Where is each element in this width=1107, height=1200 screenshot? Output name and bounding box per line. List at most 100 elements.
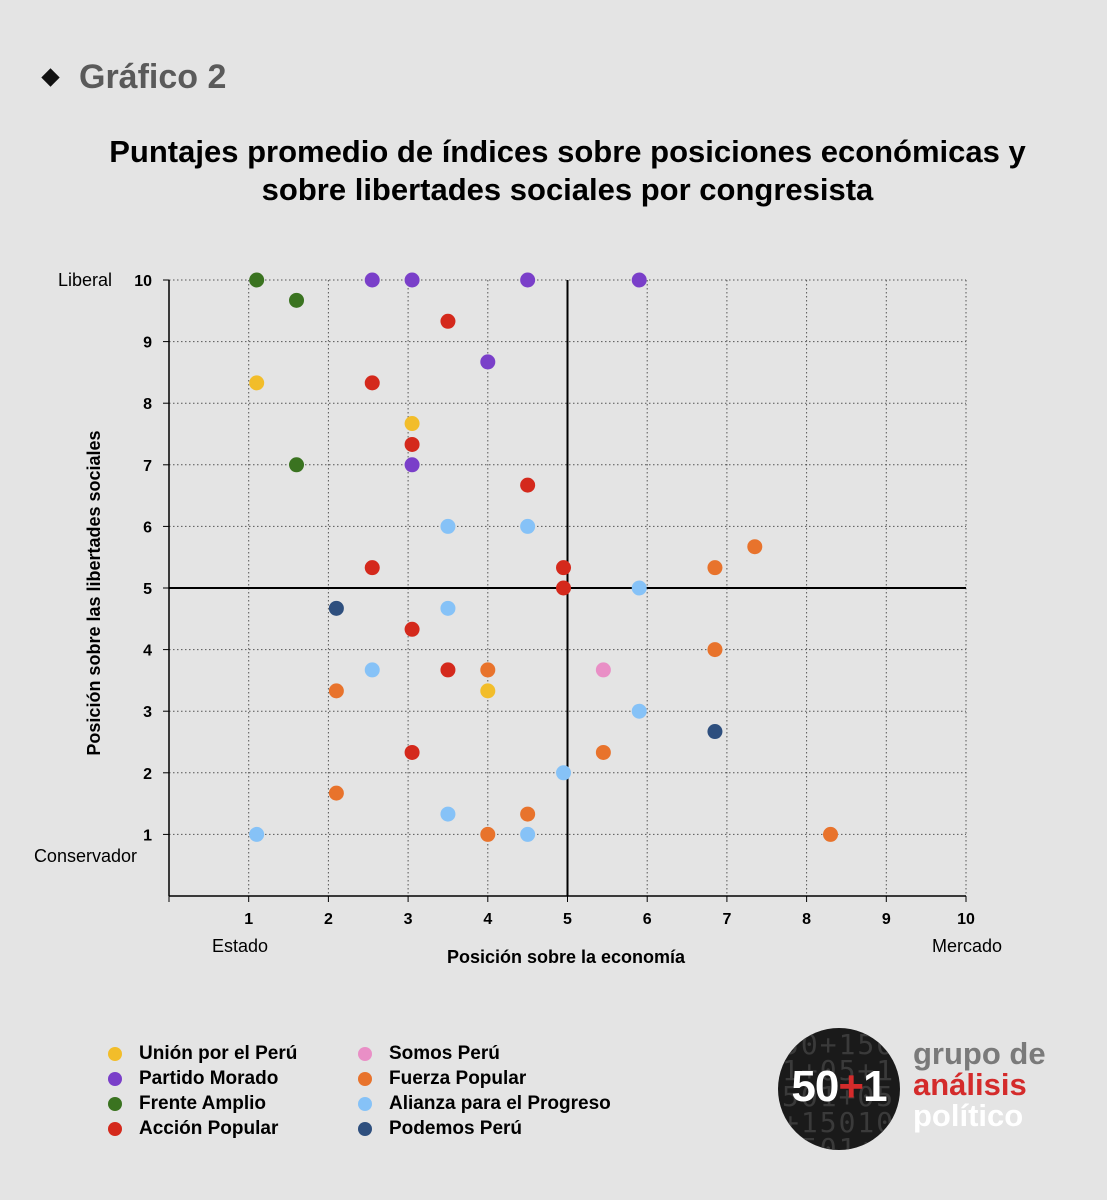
logo-pattern: 50+1501+05+1501+05+15010+501+50+1501+05+… [782,1028,896,1151]
legend-marker [358,1047,372,1061]
legend-marker [358,1097,372,1111]
logo-line-3: político [913,1098,1024,1133]
data-point [556,560,572,576]
data-point [440,600,456,616]
data-point [440,313,456,329]
data-point [631,272,647,288]
data-point [404,744,420,760]
data-point [328,785,344,801]
x-left-annotation: Estado [212,936,268,956]
legend-label: Acción Popular [139,1118,279,1139]
data-point [289,457,305,473]
data-point [404,416,420,432]
data-point [249,375,265,391]
logo-number-main: 50 [791,1062,839,1111]
data-point [823,826,839,842]
data-point [289,292,305,308]
data-point [404,436,420,452]
figure-label: Gráfico 2 [79,58,227,96]
x-tick-label: 7 [722,911,731,928]
data-point [440,806,456,822]
y-tick-label: 10 [134,273,152,290]
data-point [556,765,572,781]
x-tick-label: 2 [324,911,333,928]
data-point [520,272,536,288]
data-point [364,560,380,576]
logo-line-1: grupo de [913,1036,1046,1071]
y-tick-label: 3 [143,704,152,721]
chart-title: Puntajes promedio de índices sobre posic… [109,134,1026,207]
data-point [520,477,536,493]
legend-marker [358,1072,372,1086]
data-point [249,272,265,288]
logo: 50+1501+05+1501+05+15010+501+50+1501+05+… [778,1028,1078,1153]
x-right-annotation: Mercado [932,936,1002,956]
data-point [520,518,536,534]
y-tick-label: 9 [143,335,152,352]
data-point [440,662,456,678]
data-point [480,826,496,842]
legend-item: Somos Perú [358,1043,500,1065]
data-point [480,683,496,699]
x-tick-label: 1 [244,911,253,928]
legend-item: Unión por el Perú [108,1043,297,1065]
x-axis-label: Posición sobre la economía [447,947,686,967]
legend-item: Acción Popular [108,1118,278,1140]
legend-label: Podemos Perú [389,1118,523,1139]
data-point [404,457,420,473]
y-tick-label: 5 [143,581,152,598]
data-point [631,580,647,596]
data-point [595,744,611,760]
x-tick-label: 10 [957,911,975,928]
legend-marker [108,1097,122,1111]
data-point [328,683,344,699]
x-tick-label: 6 [643,911,652,928]
data-point [364,662,380,678]
legend-item: Podemos Perú [358,1118,522,1140]
legend-label: Unión por el Perú [139,1043,298,1064]
y-tick-label: 6 [143,519,152,536]
data-point [595,662,611,678]
logo-number-end: 1 [863,1062,888,1111]
tick-labels: 1 2 3 4 5 6 7 8 9 10 1 2 3 4 5 6 7 8 9 10 [134,273,975,928]
x-tick-label: 8 [802,911,811,928]
x-tick-label: 4 [483,911,492,928]
data-point [404,272,420,288]
logo-line-2: análisis [913,1067,1027,1102]
y-tick-label: 8 [143,396,152,413]
x-tick-label: 9 [882,911,891,928]
data-point [249,826,265,842]
logo-badge: 50+1501+05+1501+05+15010+501+50+1501+05+… [778,1028,900,1150]
data-point [440,518,456,534]
y-bottom-annotation: Conservador [34,846,137,866]
data-point [328,600,344,616]
data-point [631,703,647,719]
data-point [707,642,723,658]
legend-marker [358,1122,372,1136]
legend-item: Frente Amplio [108,1093,266,1115]
y-tick-label: 4 [143,643,152,660]
legend-label: Somos Perú [389,1043,500,1064]
data-point [707,724,723,740]
legend-item: Alianza para el Progreso [358,1093,611,1115]
data-point [556,580,572,596]
legend-label: Frente Amplio [139,1093,267,1114]
legend-label: Partido Morado [139,1068,279,1089]
y-tick-label: 7 [143,458,152,475]
y-top-annotation: Liberal [58,270,112,290]
data-point [480,354,496,370]
legend-item: Fuerza Popular [358,1068,526,1090]
data-point [747,539,763,555]
x-tick-label: 5 [563,911,572,928]
y-tick-label: 2 [143,766,152,783]
data-point [707,560,723,576]
legend-item: Partido Morado [108,1068,278,1090]
legend-label: Alianza para el Progreso [389,1093,611,1114]
logo-number: 50+1 [778,1062,900,1112]
logo-number-plus: + [838,1062,864,1111]
legend-marker [108,1122,122,1136]
legend-marker [108,1072,122,1086]
data-points [249,272,839,842]
data-point [364,375,380,391]
